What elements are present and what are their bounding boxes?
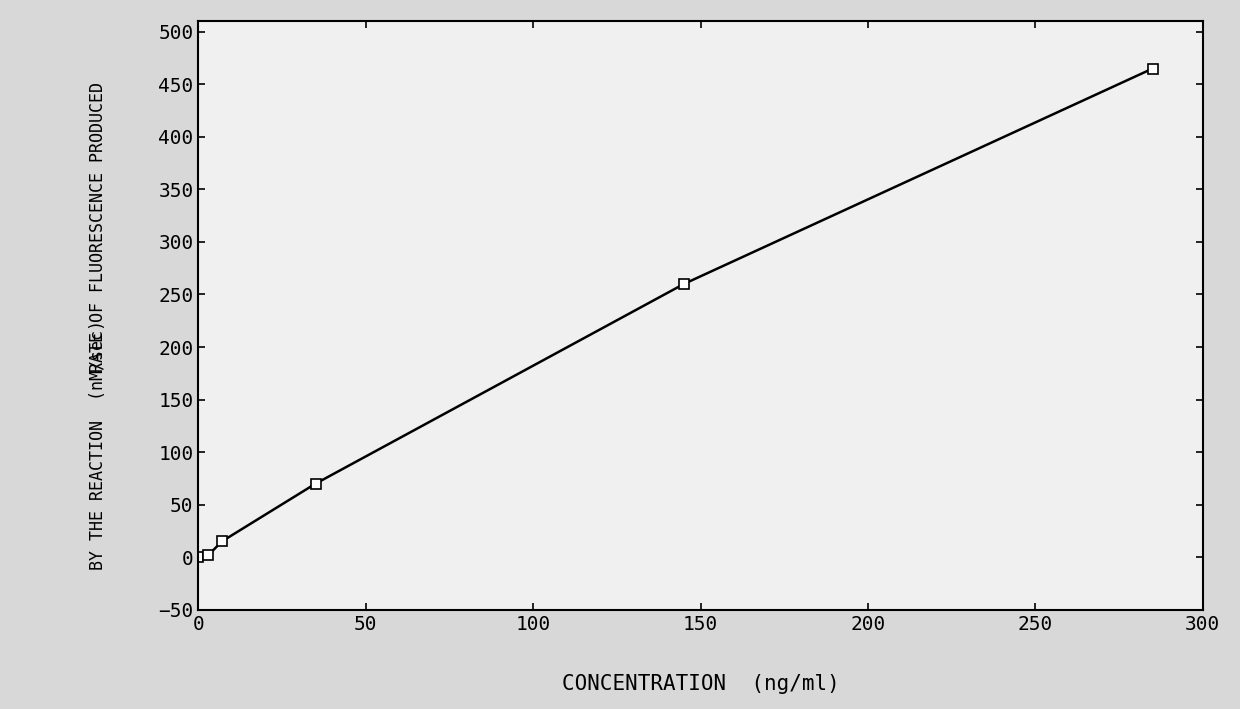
Text: CONCENTRATION  (ng/ml): CONCENTRATION (ng/ml) xyxy=(562,674,839,695)
Text: RATE OF FLUORESCENCE PRODUCED: RATE OF FLUORESCENCE PRODUCED xyxy=(89,82,107,372)
Text: BY THE REACTION  (nM/sec): BY THE REACTION (nM/sec) xyxy=(89,320,107,570)
